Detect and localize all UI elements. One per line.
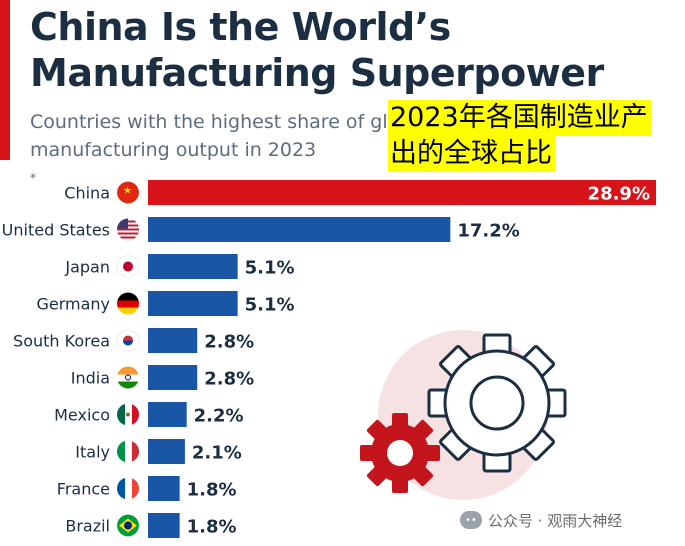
- title-line-2: Manufacturing Superpower: [30, 51, 604, 95]
- chinese-caption-overlay: 2023年各国制造业产 出的全球占比: [388, 100, 651, 172]
- value-label-india: 2.8%: [204, 369, 254, 390]
- accent-bar: [0, 0, 10, 160]
- flag-india-icon: [117, 366, 139, 389]
- flag-france-icon: [117, 477, 139, 500]
- flag-us-icon: [117, 218, 139, 241]
- bar-france: [148, 476, 180, 501]
- category-label-china: China: [64, 184, 110, 203]
- flag-brazil-icon: [117, 514, 139, 537]
- bar-germany: [148, 291, 238, 316]
- chinese-caption-line-1: 2023年各国制造业产: [388, 100, 651, 136]
- value-label-germany: 5.1%: [245, 295, 295, 316]
- watermark-text: 公众号 · 观雨大神经: [488, 511, 623, 530]
- flag-china-icon: ★: [117, 181, 139, 204]
- subtitle-line-1: Countries with the highest share of glob…: [30, 111, 429, 133]
- watermark: •• 公众号 · 观雨大神经: [460, 508, 622, 532]
- chart-title: China Is the World’s Manufacturing Super…: [30, 4, 604, 96]
- large-gear-icon: [427, 333, 567, 473]
- flag-germany-icon: [117, 292, 139, 315]
- bar-mexico: [148, 402, 187, 427]
- category-label-united-states: United States: [2, 221, 110, 240]
- category-label-india: India: [71, 369, 110, 388]
- category-label-mexico: Mexico: [54, 406, 110, 425]
- value-label-south-korea: 2.8%: [204, 332, 254, 353]
- value-label-france: 1.8%: [187, 480, 237, 501]
- flag-japan-icon: [117, 255, 139, 278]
- value-label-mexico: 2.2%: [194, 406, 244, 427]
- bar-united-states: [148, 217, 451, 242]
- chinese-caption-line-2: 出的全球占比: [388, 136, 555, 172]
- flag-south-korea-icon: [117, 329, 139, 352]
- value-label-china: 28.9%: [588, 184, 650, 205]
- bar-china: [148, 180, 656, 205]
- category-label-south-korea: South Korea: [13, 332, 110, 351]
- subtitle-line-2-text: manufacturing output in 2023: [30, 139, 317, 161]
- bar-brazil: [148, 513, 180, 538]
- bar-chart: China ★ 28.9% United States 17.2% Japan 5.1% Ge…: [2, 180, 656, 538]
- title-line-1: China Is the World’s: [30, 5, 451, 49]
- bar-south-korea: [148, 328, 198, 353]
- flag-mexico-icon: [117, 403, 139, 426]
- value-label-japan: 5.1%: [245, 258, 295, 279]
- category-label-japan: Japan: [64, 258, 110, 277]
- value-label-italy: 2.1%: [192, 443, 242, 464]
- category-label-brazil: Brazil: [65, 517, 110, 536]
- subtitle-line-2: manufacturing output in 2023 *: [30, 136, 500, 192]
- category-label-italy: Italy: [75, 443, 110, 462]
- category-label-france: France: [57, 480, 110, 499]
- bar-japan: [148, 254, 238, 279]
- category-label-germany: Germany: [36, 295, 110, 314]
- value-label-united-states: 17.2%: [457, 221, 519, 242]
- svg-text:★: ★: [123, 186, 132, 197]
- value-label-brazil: 1.8%: [187, 517, 237, 538]
- bar-india: [148, 365, 198, 390]
- chart-subtitle: Countries with the highest share of glob…: [30, 108, 500, 192]
- flag-italy-icon: [117, 440, 139, 463]
- bar-italy: [148, 439, 185, 464]
- small-gear-icon: [360, 413, 440, 493]
- footnote-mark: *: [30, 171, 36, 185]
- wechat-icon: ••: [460, 511, 482, 529]
